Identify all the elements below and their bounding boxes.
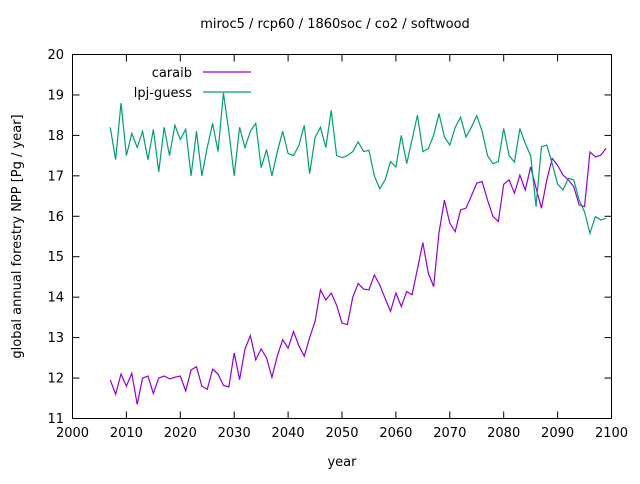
x-tick-label: 2040 [272, 426, 305, 441]
x-tick-label: 2090 [541, 426, 574, 441]
y-tick-label: 19 [47, 88, 64, 103]
y-tick-label: 13 [47, 331, 64, 346]
y-tick-label: 16 [47, 210, 64, 225]
x-tick-label: 2080 [487, 426, 520, 441]
x-tick-label: 2050 [325, 426, 358, 441]
y-axis-title: global annual forestry NPP [Pg / year] [10, 114, 25, 358]
x-tick-label: 2070 [433, 426, 466, 441]
series-line-lpj-guess [109, 92, 607, 236]
chart-title: miroc5 / rcp60 / 1860soc / co2 / softwoo… [200, 17, 470, 32]
legend-label-caraib: caraib [152, 66, 192, 81]
y-tick-label: 12 [47, 372, 64, 387]
x-tick-label: 2100 [595, 426, 628, 441]
data-series [109, 92, 607, 405]
y-tick-label: 15 [47, 250, 64, 265]
x-tick-label: 2020 [164, 426, 197, 441]
y-tick-label: 20 [47, 48, 64, 63]
legend: caraib lpj-guess [134, 66, 251, 101]
y-tick-label: 11 [47, 412, 64, 427]
x-tick-label: 2000 [56, 426, 89, 441]
x-tick-label: 2060 [379, 426, 412, 441]
y-tick-label: 14 [47, 291, 64, 306]
x-axis-title: year [327, 455, 357, 470]
y-tick-label: 18 [47, 129, 64, 144]
y-ticks: 11 12 13 14 15 16 17 18 19 20 [47, 48, 612, 427]
plot-border [72, 54, 612, 419]
x-tick-label: 2030 [218, 426, 251, 441]
x-ticks: 2000 2010 2020 2030 2040 2050 2060 2070 2080 2090… [56, 54, 628, 441]
legend-label-lpj-guess: lpj-guess [134, 86, 192, 101]
x-tick-label: 2010 [110, 426, 143, 441]
series-line-caraib [109, 147, 607, 405]
y-tick-label: 17 [47, 169, 64, 184]
